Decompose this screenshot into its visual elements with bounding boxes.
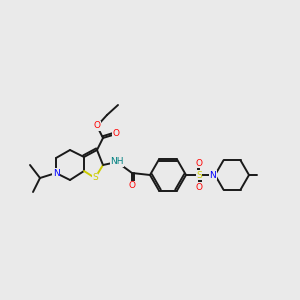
Text: O: O bbox=[94, 122, 100, 130]
Text: O: O bbox=[196, 182, 202, 191]
Text: S: S bbox=[196, 170, 202, 179]
Text: S: S bbox=[92, 173, 98, 182]
Text: O: O bbox=[196, 158, 202, 167]
Text: N: N bbox=[210, 170, 216, 179]
Text: O: O bbox=[112, 130, 119, 139]
Text: N: N bbox=[52, 169, 59, 178]
Text: NH: NH bbox=[110, 158, 124, 166]
Text: O: O bbox=[128, 182, 136, 190]
